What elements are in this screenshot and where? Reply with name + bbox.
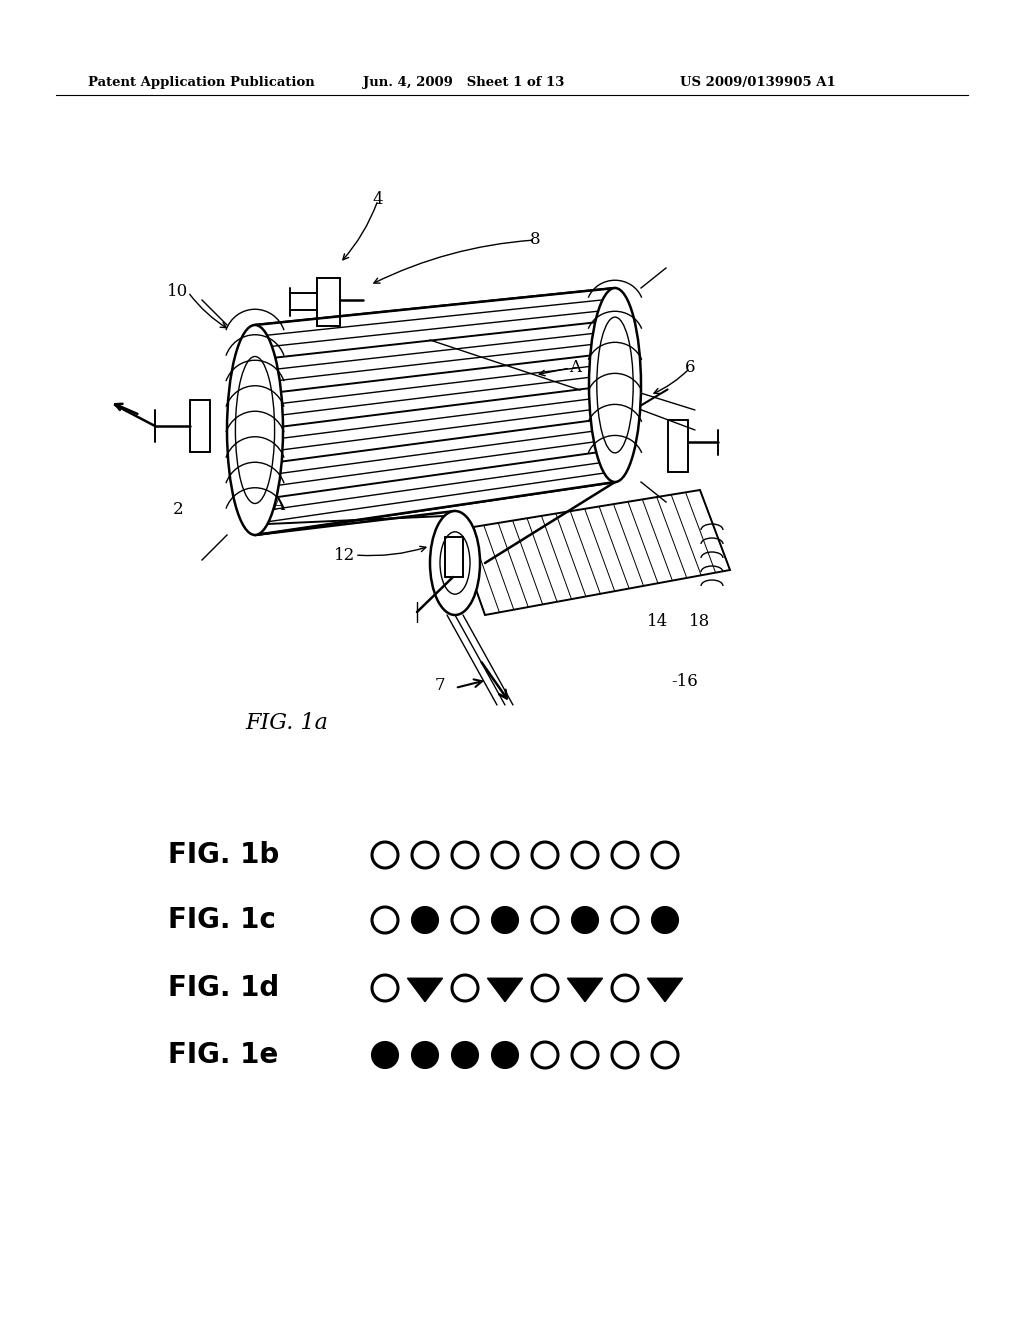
Text: -16: -16 (672, 673, 698, 690)
Text: 10: 10 (167, 284, 188, 301)
Text: 14: 14 (647, 614, 669, 631)
Text: A: A (272, 496, 284, 513)
Text: 2: 2 (173, 502, 183, 519)
Text: FIG. 1e: FIG. 1e (168, 1041, 279, 1069)
Text: 18: 18 (689, 614, 711, 631)
Polygon shape (255, 288, 615, 535)
Text: FIG. 1b: FIG. 1b (168, 841, 280, 869)
Circle shape (572, 907, 598, 933)
Text: Jun. 4, 2009   Sheet 1 of 13: Jun. 4, 2009 Sheet 1 of 13 (362, 77, 564, 88)
Circle shape (492, 1041, 518, 1068)
Polygon shape (647, 978, 683, 1002)
Text: 12: 12 (334, 546, 355, 564)
Polygon shape (567, 978, 602, 1002)
Text: A: A (569, 359, 581, 376)
Circle shape (412, 907, 438, 933)
Text: 7: 7 (434, 677, 445, 694)
Text: 4: 4 (373, 191, 383, 209)
Text: FIG. 1d: FIG. 1d (168, 974, 280, 1002)
Text: Patent Application Publication: Patent Application Publication (88, 77, 314, 88)
Polygon shape (408, 978, 442, 1002)
Circle shape (412, 1041, 438, 1068)
Circle shape (492, 907, 518, 933)
Text: 8: 8 (529, 231, 541, 248)
Text: FIG. 1a: FIG. 1a (245, 711, 328, 734)
Ellipse shape (589, 288, 641, 482)
Ellipse shape (430, 511, 480, 615)
Text: FIG. 1c: FIG. 1c (168, 906, 275, 935)
Circle shape (372, 1041, 398, 1068)
Polygon shape (455, 490, 730, 615)
Text: 6: 6 (685, 359, 695, 376)
Polygon shape (487, 978, 522, 1002)
Circle shape (452, 1041, 478, 1068)
Text: US 2009/0139905 A1: US 2009/0139905 A1 (680, 77, 836, 88)
Circle shape (652, 907, 678, 933)
Ellipse shape (227, 325, 283, 535)
